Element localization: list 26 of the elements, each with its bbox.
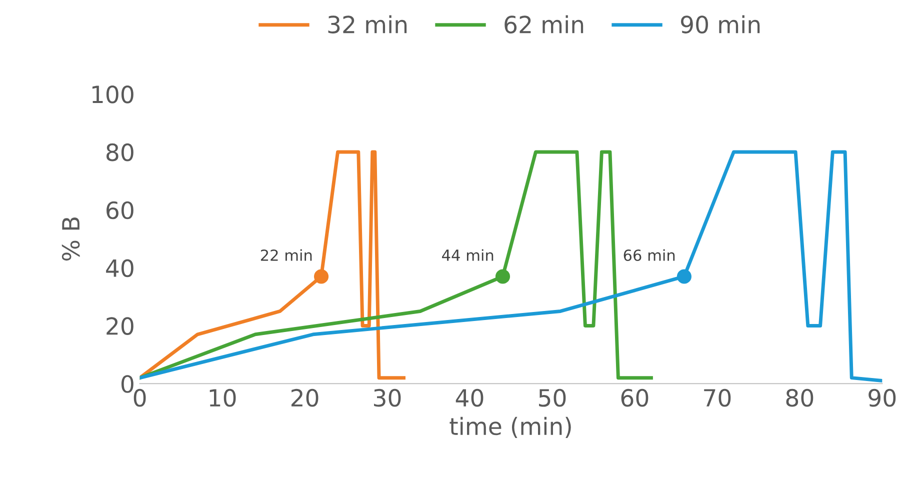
legend-label: 32 min [328,15,407,34]
line-series [140,150,882,382]
x-tick-label: 80 [786,388,814,407]
y-tick-label: 100 [92,85,134,104]
annotation: 22 min [260,249,312,261]
annotation: 66 min [624,249,675,262]
x-tick-label: 90 [868,388,896,407]
x-tick-label: 0 [134,388,146,407]
y-tick-label: 60 [106,201,134,220]
legend-label: 62 min [504,15,584,34]
x-tick-label: 10 [210,388,236,407]
y-tick-label: 40 [106,259,134,278]
annotation: 44 min [442,249,494,261]
y-tick-label: 20 [106,317,134,336]
x-tick-label: 50 [539,388,566,407]
x-tick-label: 20 [291,388,318,407]
y-tick-label: 80 [106,143,134,162]
x-axis-title: time (min) [450,416,571,438]
y-axis-title: % B [62,217,80,261]
x-tick-label: 60 [621,388,648,407]
line-series [140,150,406,380]
x-tick-label: 70 [704,388,731,407]
x-tick-label: 30 [374,388,401,407]
legend-label: 90 min [681,15,760,34]
y-tick-label: 0 [121,375,134,393]
x-tick-label: 40 [456,388,484,407]
